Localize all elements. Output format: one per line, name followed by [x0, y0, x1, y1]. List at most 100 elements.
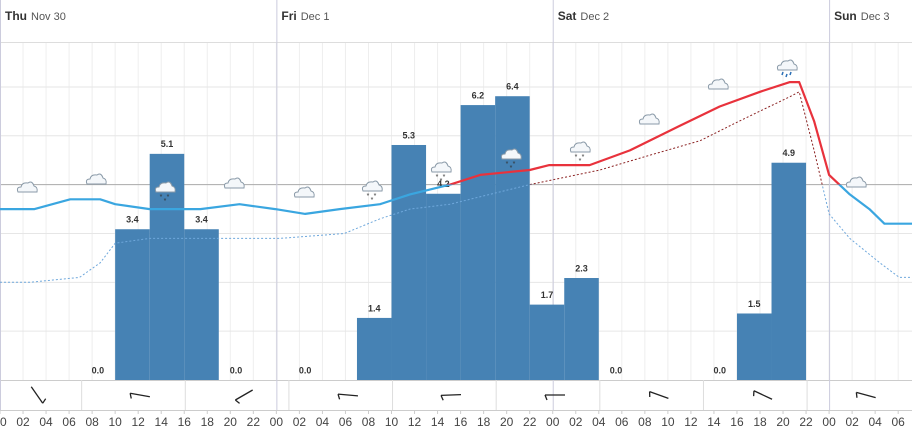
precip-label: 1.4 — [368, 303, 381, 313]
x-tick-label: 06 — [615, 415, 629, 429]
x-tick-label: 14 — [155, 415, 169, 429]
snowflake: * — [582, 154, 585, 161]
snowflake: * — [436, 174, 439, 181]
snowflake: * — [374, 193, 377, 200]
wind-arrow — [30, 386, 47, 404]
x-tick-label: 18 — [201, 415, 215, 429]
wind-barb — [544, 394, 548, 401]
weather-symbol — [707, 78, 729, 90]
precip-label: 0.0 — [713, 365, 726, 375]
precip-bar — [736, 313, 772, 380]
weather-symbol — [223, 177, 245, 189]
day-date: Dec 3 — [861, 11, 890, 23]
x-tick-label: 04 — [592, 415, 606, 429]
precip-bar — [495, 96, 530, 381]
x-tick-label: 18 — [477, 415, 491, 429]
weather-symbol: * ** — [361, 180, 383, 204]
wind-barb — [855, 392, 858, 398]
precip-label: 0.0 — [299, 365, 312, 375]
x-tick-label: 20 — [776, 415, 790, 429]
snowflake: * — [164, 198, 167, 205]
x-tick-label: 04 — [316, 415, 330, 429]
wind-shaft — [30, 386, 44, 404]
precip-label: 3.4 — [195, 215, 208, 225]
x-tick-label: 00 — [822, 415, 836, 429]
wind-arrow — [337, 393, 359, 400]
wind-arrow — [440, 394, 462, 401]
precip-label: 1.5 — [748, 299, 761, 309]
wind-barb — [42, 398, 47, 404]
day-label: Sat Dec 2 — [558, 9, 609, 23]
cloud — [430, 161, 452, 173]
x-tick-label: 00 — [546, 415, 560, 429]
weather-symbol: * ** — [154, 181, 176, 205]
precip-label: 4.2 — [437, 179, 450, 189]
wind-barb — [648, 391, 651, 397]
raindrop — [781, 71, 784, 76]
cloud — [845, 176, 867, 188]
cloud — [16, 181, 38, 193]
precip-label: 6.4 — [506, 82, 519, 92]
precip-bar — [426, 193, 461, 380]
day-label: Fri Dec 1 — [281, 9, 329, 23]
x-tick-label: 18 — [753, 415, 767, 429]
x-tick-label: 12 — [408, 415, 422, 429]
x-tick-label: 04 — [39, 415, 53, 429]
weather-symbol — [16, 181, 38, 193]
day-date: Dec 1 — [301, 11, 330, 23]
wind-barb — [752, 390, 755, 397]
x-tick-label: 10 — [385, 415, 399, 429]
x-tick-label: 04 — [868, 415, 882, 429]
x-tick-label: 22 — [247, 415, 261, 429]
day-date: Dec 2 — [580, 11, 609, 23]
wind-arrow — [648, 390, 669, 400]
x-tick-label: 06 — [62, 415, 76, 429]
x-tick-label: 02 — [845, 415, 859, 429]
day-weekday: Thu — [5, 9, 27, 23]
cloud — [85, 173, 107, 185]
wind-arrow — [234, 389, 253, 404]
cloud — [293, 186, 315, 198]
weather-symbol: * ** — [569, 141, 591, 165]
precip-label: 3.4 — [126, 215, 139, 225]
x-tick-label: 08 — [638, 415, 652, 429]
raindrop — [785, 73, 788, 78]
x-tick-label: 08 — [362, 415, 376, 429]
weather-symbol: * ** — [430, 161, 452, 185]
wind-arrow — [855, 391, 876, 399]
wind-shaft — [235, 389, 253, 401]
x-tick-label: 20 — [500, 415, 514, 429]
wind-barb — [440, 395, 444, 401]
wind-shaft — [856, 391, 876, 399]
x-tick-label: 16 — [730, 415, 744, 429]
x-tick-label: 22 — [799, 415, 813, 429]
cloud — [707, 78, 729, 90]
x-tick-label: 14 — [431, 415, 445, 429]
feels-like-line — [0, 91, 912, 283]
wind-shaft — [337, 393, 359, 397]
precip-label: 0.0 — [610, 365, 623, 375]
x-tick-label: 12 — [684, 415, 698, 429]
precip-label: 0.0 — [92, 365, 105, 375]
x-tick-label: 20 — [224, 415, 238, 429]
snowflake: * — [443, 174, 446, 181]
weather-symbol — [293, 186, 315, 198]
x-tick-label: 10 — [108, 415, 122, 429]
precip-bar — [460, 105, 496, 380]
raindrop — [789, 71, 792, 76]
day-weekday: Sun — [834, 9, 857, 23]
precip-bar — [115, 229, 150, 380]
day-label: Thu Nov 30 — [5, 9, 66, 23]
precip-label: 1.7 — [541, 290, 554, 300]
precip-label: 5.3 — [403, 130, 416, 140]
wind-shaft — [130, 392, 150, 398]
precip-bar — [529, 304, 565, 380]
snowflake: * — [371, 197, 374, 204]
weather-symbol — [85, 173, 107, 185]
x-tick-label: 14 — [707, 415, 721, 429]
wind-shaft — [649, 390, 669, 400]
cloud — [223, 177, 245, 189]
wind-arrow — [129, 392, 150, 399]
day-weekday: Fri — [281, 9, 296, 23]
